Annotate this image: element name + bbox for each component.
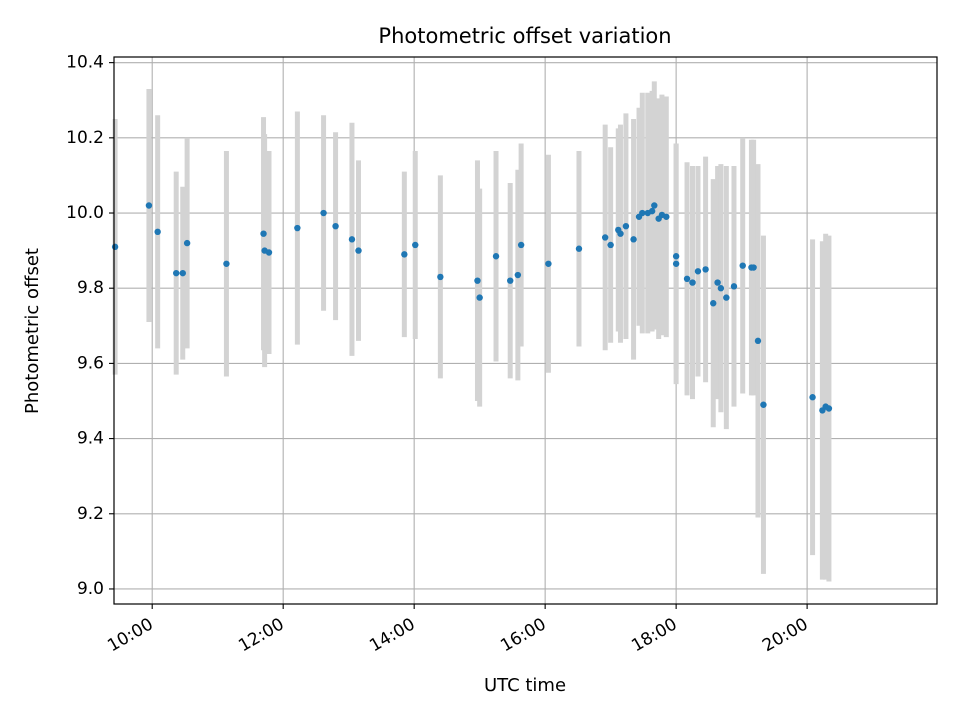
data-point bbox=[702, 266, 709, 273]
data-point bbox=[754, 337, 762, 345]
data-point bbox=[348, 236, 356, 243]
data-point bbox=[601, 234, 609, 241]
data-point bbox=[672, 253, 680, 260]
data-point bbox=[183, 239, 191, 247]
data-point bbox=[294, 224, 301, 232]
data-point bbox=[694, 268, 702, 275]
data-point bbox=[825, 405, 833, 412]
data-point bbox=[714, 279, 721, 286]
data-point bbox=[622, 222, 630, 230]
data-point bbox=[355, 247, 362, 254]
data-point bbox=[437, 273, 444, 281]
data-point bbox=[672, 260, 680, 267]
data-point bbox=[710, 300, 717, 307]
data-point bbox=[651, 202, 658, 209]
data-point bbox=[145, 202, 153, 209]
data-point bbox=[517, 241, 525, 249]
chart-title: Photometric offset variation bbox=[378, 24, 671, 48]
y-tick-label: 9.0 bbox=[77, 579, 104, 599]
y-tick-label: 10.4 bbox=[66, 53, 104, 73]
data-point bbox=[809, 394, 816, 401]
y-tick-label: 9.6 bbox=[77, 353, 104, 373]
data-point bbox=[739, 262, 746, 269]
data-point bbox=[265, 249, 273, 256]
data-points bbox=[111, 202, 833, 414]
y-tick-label: 10.2 bbox=[66, 128, 104, 148]
data-point bbox=[514, 271, 522, 279]
y-tick-label: 9.8 bbox=[77, 278, 104, 298]
data-point bbox=[332, 222, 339, 230]
data-point bbox=[320, 209, 327, 217]
data-point bbox=[476, 294, 483, 301]
data-point bbox=[607, 241, 614, 249]
data-point bbox=[223, 260, 230, 267]
data-point bbox=[730, 283, 738, 290]
data-point bbox=[683, 275, 691, 283]
data-point bbox=[575, 245, 583, 252]
y-tick-label: 10.0 bbox=[66, 203, 104, 223]
data-point bbox=[630, 236, 637, 243]
data-point bbox=[617, 230, 624, 237]
data-point bbox=[760, 401, 767, 408]
data-point bbox=[717, 285, 725, 292]
data-point bbox=[401, 251, 408, 258]
data-point bbox=[648, 207, 656, 215]
data-point bbox=[179, 269, 186, 277]
data-point bbox=[173, 269, 180, 277]
y-tick-label: 9.2 bbox=[77, 504, 104, 524]
data-point bbox=[689, 279, 696, 286]
y-tick-label: 9.4 bbox=[77, 429, 104, 449]
data-point bbox=[639, 209, 646, 217]
data-point bbox=[474, 277, 481, 284]
x-axis-title: UTC time bbox=[484, 675, 566, 696]
data-point bbox=[723, 294, 730, 301]
y-axis: 9.0 9.2 9.4 9.6 9.8 10.0 10.2 10.4 bbox=[66, 53, 114, 599]
data-point bbox=[507, 277, 514, 284]
data-point bbox=[492, 253, 500, 260]
data-point bbox=[750, 264, 757, 271]
data-point bbox=[545, 260, 552, 267]
data-point bbox=[111, 243, 119, 251]
y-axis-title: Photometric offset bbox=[22, 248, 43, 414]
plot-frame bbox=[113, 56, 938, 605]
data-point bbox=[260, 230, 267, 237]
data-point bbox=[154, 228, 161, 236]
data-point bbox=[412, 241, 419, 249]
data-point bbox=[663, 213, 670, 220]
